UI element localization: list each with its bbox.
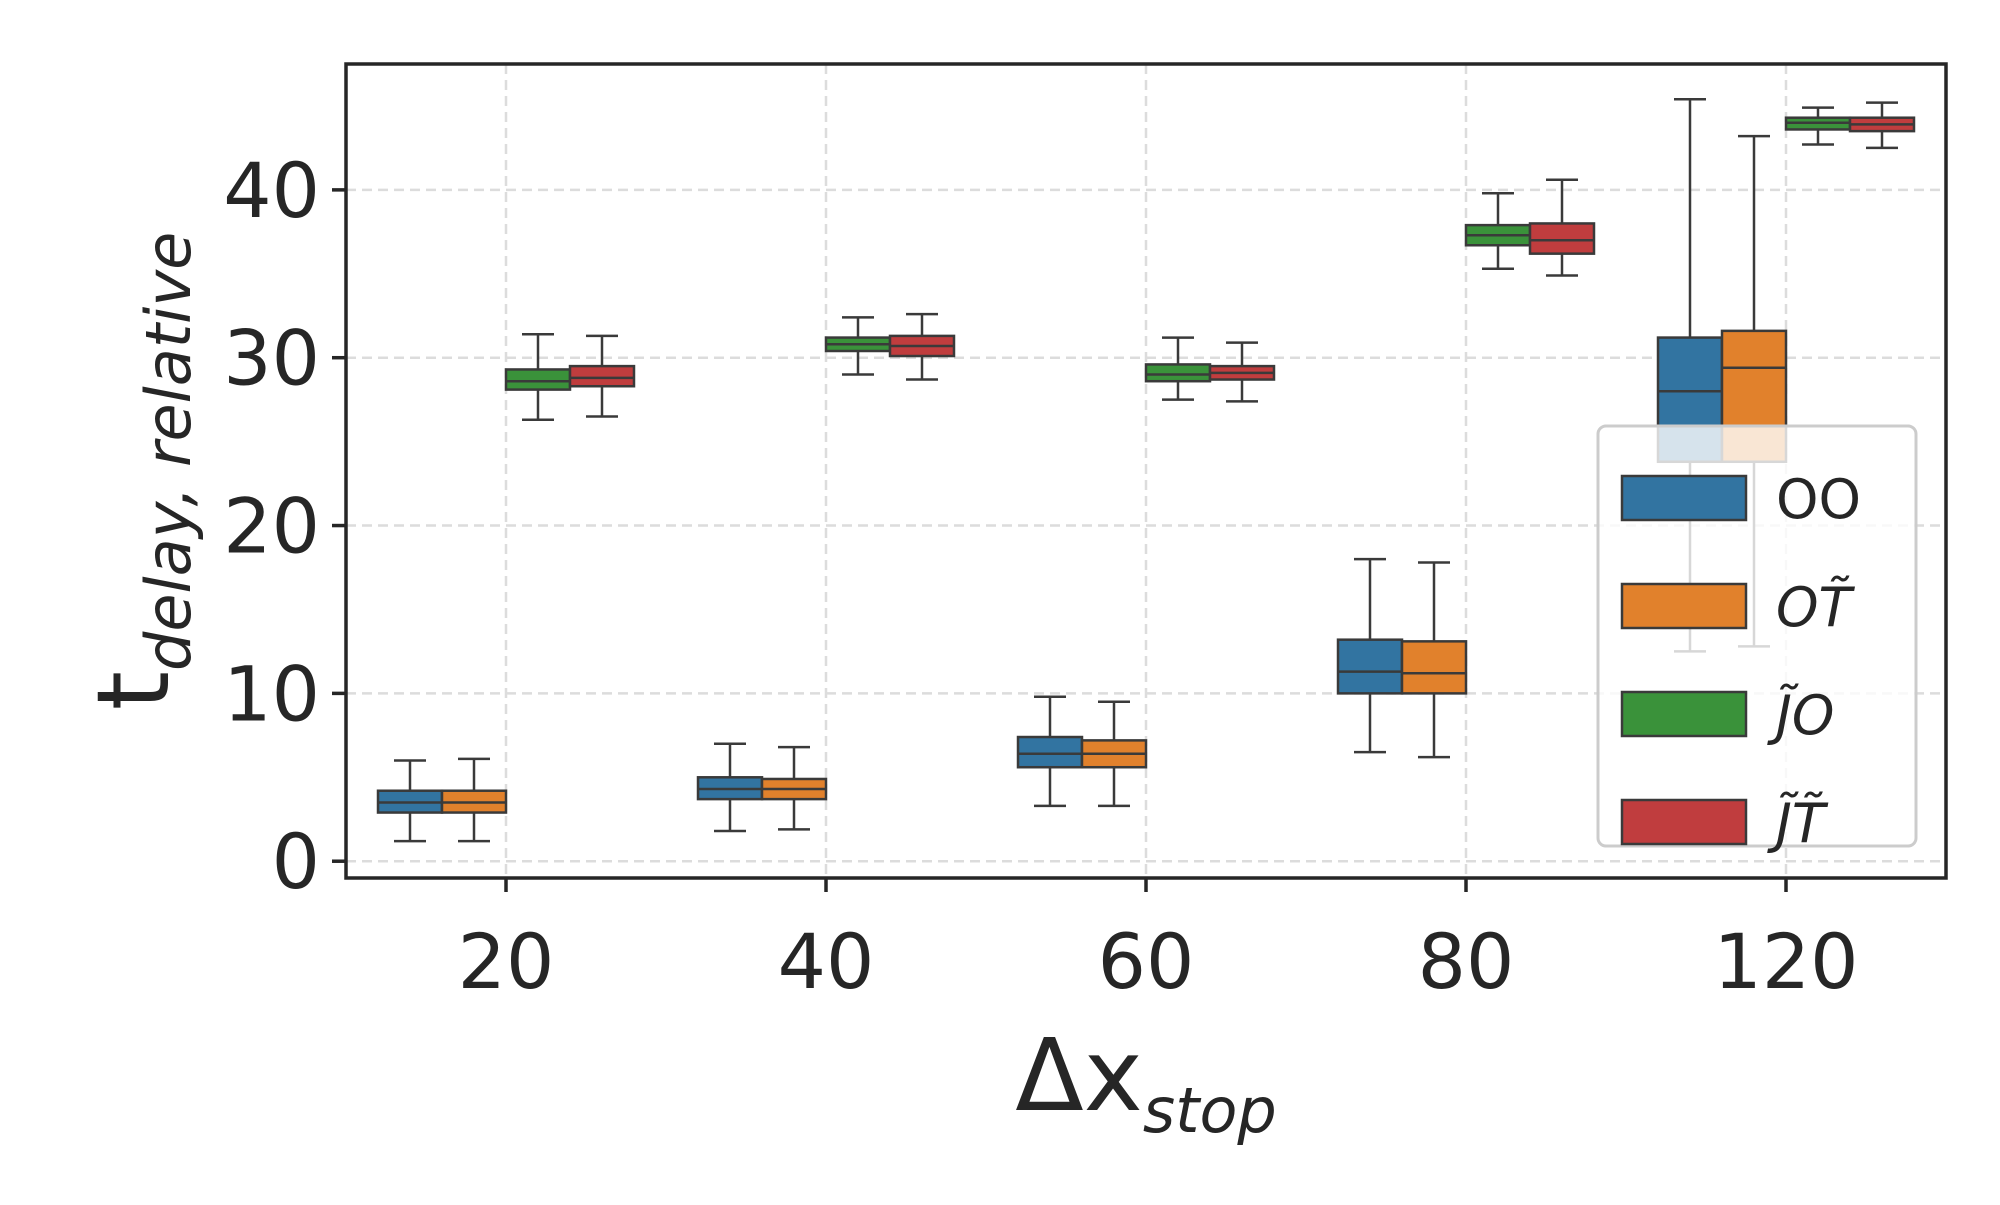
- y-axis-label: tdelay, relative: [75, 232, 205, 710]
- box-iqr: [504, 368, 572, 391]
- legend: OO OT̃ J̃O J̃T̃: [1596, 424, 1918, 855]
- legend-label: OO: [1776, 468, 1861, 531]
- box-3-0: [1336, 557, 1404, 754]
- box-4-3: [1848, 101, 1916, 150]
- axis-ticks: 0 10 20 30 40 20 40 60 80 120: [223, 146, 1858, 1006]
- legend-label: OT̃: [1776, 576, 1856, 639]
- box-iqr: [1016, 735, 1084, 769]
- x-axis-label: Δxstop: [1015, 1017, 1277, 1147]
- box-1-3: [888, 312, 956, 381]
- y-tick-label: 30: [223, 314, 320, 403]
- box-1-1: [760, 745, 828, 831]
- legend-frame: [1596, 424, 1918, 848]
- legend-label: J̃O: [1767, 684, 1834, 747]
- plot-area: [376, 97, 1916, 843]
- box-iqr: [568, 364, 636, 388]
- x-tick-label: 40: [778, 917, 875, 1006]
- box-0-0: [376, 759, 444, 843]
- box-iqr: [1528, 222, 1596, 255]
- legend-swatch: [1620, 690, 1748, 738]
- x-tick-label: 80: [1418, 917, 1515, 1006]
- x-axis-label-main: Δx: [1015, 1017, 1143, 1134]
- box-1-0: [696, 742, 764, 833]
- box-iqr: [1400, 640, 1468, 695]
- x-tick-label: 120: [1713, 917, 1858, 1006]
- box-4-2: [1784, 106, 1852, 146]
- legend-swatch: [1620, 798, 1748, 846]
- y-tick-label: 0: [272, 817, 320, 906]
- box-2-0: [1016, 695, 1084, 808]
- box-3-2: [1464, 191, 1532, 271]
- x-axis-label-sub: stop: [1143, 1074, 1277, 1147]
- y-axis-label-main: t: [75, 671, 192, 710]
- legend-swatch: [1620, 582, 1748, 630]
- y-axis-label-sub: delay, relative: [132, 232, 205, 671]
- legend-label: J̃T̃: [1767, 792, 1829, 855]
- x-tick-label: 60: [1098, 917, 1195, 1006]
- box-1-2: [824, 316, 892, 376]
- box-2-2: [1144, 336, 1212, 401]
- legend-swatch: [1620, 474, 1748, 522]
- box-2-1: [1080, 700, 1148, 808]
- y-tick-label: 10: [223, 649, 320, 738]
- x-tick-label: 20: [458, 917, 555, 1006]
- box-iqr: [1336, 638, 1404, 695]
- y-tick-label: 20: [223, 482, 320, 571]
- box-0-3: [568, 334, 636, 418]
- y-tick-label: 40: [223, 146, 320, 235]
- box-2-3: [1208, 341, 1276, 403]
- box-0-2: [504, 332, 572, 422]
- box-iqr: [1144, 363, 1212, 383]
- box-0-1: [440, 757, 508, 843]
- box-3-3: [1528, 178, 1596, 277]
- box-3-1: [1400, 561, 1468, 759]
